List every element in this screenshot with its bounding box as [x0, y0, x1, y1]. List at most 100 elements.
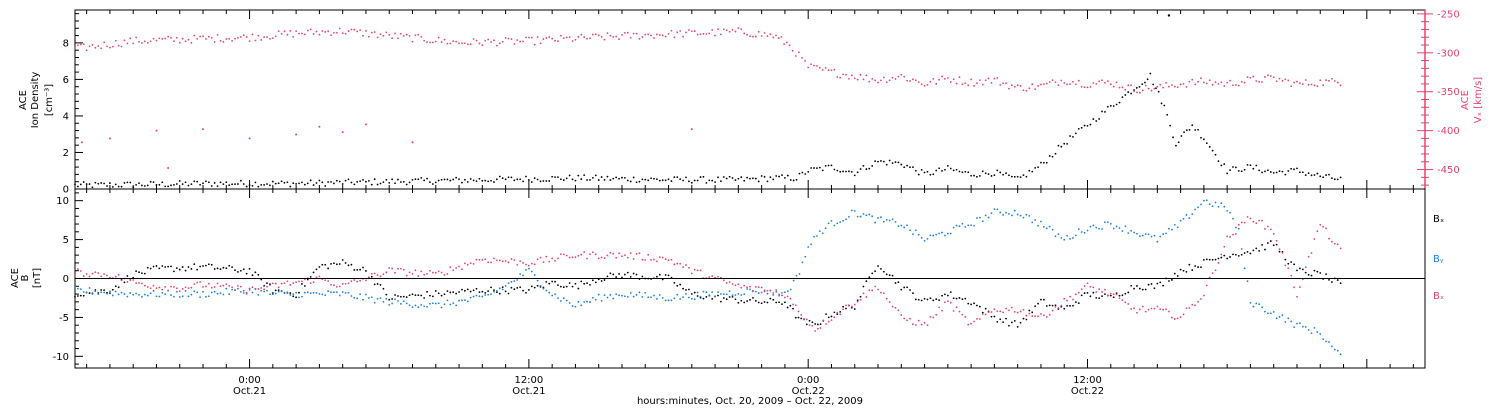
- density-point: [347, 178, 350, 181]
- density-point: [655, 178, 658, 181]
- density-point: [981, 170, 984, 173]
- bx-point: [725, 298, 728, 301]
- by-point: [1106, 221, 1109, 224]
- by-point: [376, 297, 379, 300]
- bz-point: [1333, 242, 1336, 245]
- by-point: [443, 303, 446, 306]
- bz-point: [586, 257, 588, 260]
- bx-point: [711, 298, 714, 300]
- bx-point: [589, 284, 591, 286]
- by-point: [888, 219, 891, 222]
- bz-point: [693, 268, 696, 271]
- density-point: [903, 166, 906, 169]
- by-point: [1095, 226, 1098, 229]
- by-point: [559, 300, 562, 302]
- by-point: [792, 279, 795, 282]
- by-point: [626, 295, 629, 298]
- vx-point: [1133, 90, 1135, 93]
- density-point: [612, 177, 615, 180]
- vx-point: [1266, 74, 1269, 77]
- vx-point: [734, 30, 737, 33]
- by-point: [1264, 310, 1266, 313]
- by-point: [493, 290, 495, 293]
- by-point: [1176, 226, 1179, 229]
- bx-point: [1229, 256, 1231, 258]
- density-point: [455, 176, 458, 179]
- density-point: [440, 178, 443, 181]
- bx-point: [330, 262, 332, 265]
- bz-point: [434, 271, 437, 274]
- bx-point: [353, 269, 356, 271]
- bx-point: [917, 298, 920, 301]
- vx-point: [1086, 86, 1089, 89]
- by-point: [853, 210, 856, 212]
- vx-point: [234, 37, 236, 40]
- bx-point: [1159, 281, 1162, 284]
- bz-point: [941, 309, 943, 312]
- bx-point: [705, 296, 708, 298]
- by-point: [702, 290, 705, 293]
- vx-point: [1278, 77, 1281, 80]
- bz-point: [1310, 252, 1313, 254]
- bz-point: [990, 311, 993, 313]
- by-point: [548, 291, 551, 294]
- bz-point: [808, 324, 811, 327]
- bx-point: [641, 275, 644, 278]
- bx-point: [152, 265, 155, 268]
- bx-point: [213, 268, 216, 270]
- by-point: [1234, 226, 1237, 229]
- vx-point: [114, 40, 117, 42]
- density-point: [990, 175, 993, 177]
- density-point: [114, 183, 117, 186]
- bz-point: [239, 285, 242, 288]
- vx-point: [1310, 83, 1313, 86]
- density-point: [1066, 143, 1069, 145]
- bz-point: [1237, 223, 1240, 226]
- bz-point: [141, 282, 143, 285]
- by-point: [955, 224, 958, 227]
- vx-point: [679, 30, 682, 32]
- bx-point: [266, 282, 268, 285]
- bz-point: [312, 281, 315, 284]
- by-point: [868, 213, 871, 216]
- bx-point: [1214, 258, 1217, 261]
- density-point: [1144, 81, 1146, 84]
- bx-point: [301, 283, 303, 285]
- bx-point: [932, 299, 935, 302]
- vx-point: [248, 40, 251, 42]
- by-point: [821, 232, 824, 235]
- by-point: [778, 293, 780, 296]
- by-point: [228, 293, 231, 296]
- density-point: [1194, 129, 1197, 131]
- density-point: [792, 179, 795, 182]
- bz-point: [271, 282, 274, 285]
- bx-point: [808, 319, 811, 322]
- by-point: [789, 288, 792, 291]
- bx-point: [577, 287, 580, 290]
- bx-point: [1086, 291, 1089, 294]
- density-point: [856, 171, 859, 174]
- vx-point: [542, 38, 545, 40]
- density-point: [1118, 101, 1121, 104]
- vx-point: [292, 36, 295, 38]
- by-point: [388, 303, 391, 306]
- bx-point: [1269, 240, 1272, 242]
- bottom-left-tick-label: -5: [59, 313, 69, 324]
- density-point: [525, 175, 527, 178]
- by-point: [690, 297, 693, 300]
- bx-point: [1264, 248, 1266, 251]
- by-point: [801, 261, 804, 264]
- by-point: [370, 296, 373, 299]
- density-point: [498, 175, 501, 178]
- by-point: [85, 291, 88, 294]
- bz-point: [865, 296, 868, 298]
- by-point: [301, 295, 303, 298]
- by-point: [673, 297, 676, 300]
- bz-point: [1124, 301, 1127, 304]
- bx-point: [949, 291, 952, 293]
- vx-point: [260, 39, 263, 41]
- bx-point: [335, 263, 338, 266]
- density-point: [100, 182, 103, 184]
